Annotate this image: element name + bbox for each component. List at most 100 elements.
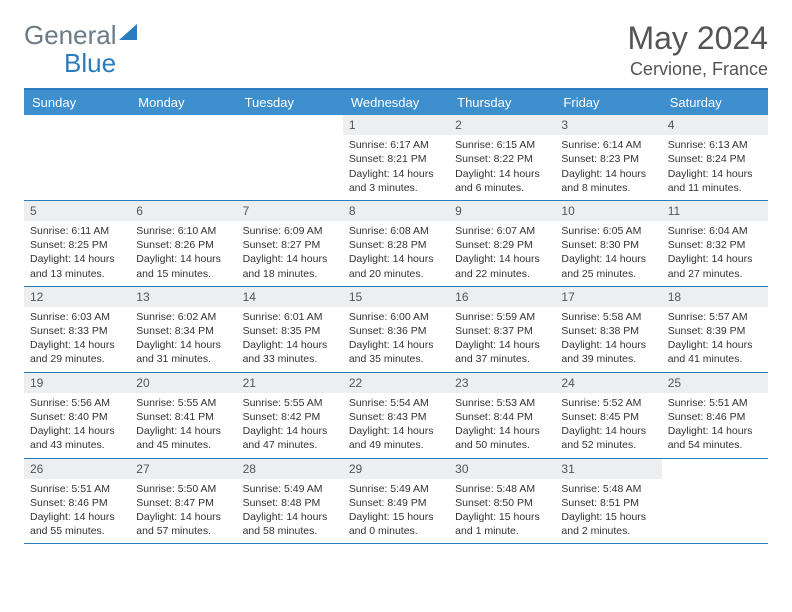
daylight-text: Daylight: 14 hours and 57 minutes. (136, 510, 230, 538)
sunset-text: Sunset: 8:27 PM (243, 238, 337, 252)
day-number: 27 (130, 459, 236, 479)
sunset-text: Sunset: 8:42 PM (243, 410, 337, 424)
day-cell: 27Sunrise: 5:50 AMSunset: 8:47 PMDayligh… (130, 459, 236, 544)
day-number: 20 (130, 373, 236, 393)
day-number: 7 (237, 201, 343, 221)
day-cell: 1Sunrise: 6:17 AMSunset: 8:21 PMDaylight… (343, 115, 449, 200)
day-info: Sunrise: 5:56 AMSunset: 8:40 PMDaylight:… (24, 393, 130, 458)
day-info: Sunrise: 5:55 AMSunset: 8:41 PMDaylight:… (130, 393, 236, 458)
sunset-text: Sunset: 8:47 PM (136, 496, 230, 510)
daylight-text: Daylight: 14 hours and 35 minutes. (349, 338, 443, 366)
sunrise-text: Sunrise: 5:57 AM (668, 310, 762, 324)
day-cell (130, 115, 236, 200)
daylight-text: Daylight: 15 hours and 2 minutes. (561, 510, 655, 538)
sunset-text: Sunset: 8:21 PM (349, 152, 443, 166)
sunrise-text: Sunrise: 6:03 AM (30, 310, 124, 324)
day-info: Sunrise: 6:13 AMSunset: 8:24 PMDaylight:… (662, 135, 768, 200)
calendar: SundayMondayTuesdayWednesdayThursdayFrid… (24, 88, 768, 544)
daylight-text: Daylight: 14 hours and 39 minutes. (561, 338, 655, 366)
day-cell (662, 459, 768, 544)
day-header: Wednesday (343, 90, 449, 115)
sunrise-text: Sunrise: 6:15 AM (455, 138, 549, 152)
day-cell: 7Sunrise: 6:09 AMSunset: 8:27 PMDaylight… (237, 201, 343, 286)
day-cell: 19Sunrise: 5:56 AMSunset: 8:40 PMDayligh… (24, 373, 130, 458)
day-cell: 28Sunrise: 5:49 AMSunset: 8:48 PMDayligh… (237, 459, 343, 544)
day-cell: 16Sunrise: 5:59 AMSunset: 8:37 PMDayligh… (449, 287, 555, 372)
sunrise-text: Sunrise: 5:55 AM (243, 396, 337, 410)
day-info: Sunrise: 5:55 AMSunset: 8:42 PMDaylight:… (237, 393, 343, 458)
day-info: Sunrise: 6:05 AMSunset: 8:30 PMDaylight:… (555, 221, 661, 286)
daylight-text: Daylight: 14 hours and 3 minutes. (349, 167, 443, 195)
day-info: Sunrise: 5:57 AMSunset: 8:39 PMDaylight:… (662, 307, 768, 372)
day-cell: 12Sunrise: 6:03 AMSunset: 8:33 PMDayligh… (24, 287, 130, 372)
logo-text-2: Blue (64, 48, 116, 79)
day-info: Sunrise: 5:48 AMSunset: 8:51 PMDaylight:… (555, 479, 661, 544)
day-number: 11 (662, 201, 768, 221)
sunset-text: Sunset: 8:39 PM (668, 324, 762, 338)
sunrise-text: Sunrise: 5:56 AM (30, 396, 124, 410)
sunset-text: Sunset: 8:37 PM (455, 324, 549, 338)
header: General May 2024 Cervione, France (24, 20, 768, 80)
sunset-text: Sunset: 8:46 PM (30, 496, 124, 510)
daylight-text: Daylight: 15 hours and 0 minutes. (349, 510, 443, 538)
sunset-text: Sunset: 8:34 PM (136, 324, 230, 338)
sunset-text: Sunset: 8:46 PM (668, 410, 762, 424)
week-row: 26Sunrise: 5:51 AMSunset: 8:46 PMDayligh… (24, 459, 768, 545)
sunset-text: Sunset: 8:30 PM (561, 238, 655, 252)
location: Cervione, France (627, 59, 768, 80)
sunset-text: Sunset: 8:49 PM (349, 496, 443, 510)
month-title: May 2024 (627, 20, 768, 57)
day-info: Sunrise: 5:50 AMSunset: 8:47 PMDaylight:… (130, 479, 236, 544)
day-number: 28 (237, 459, 343, 479)
sunrise-text: Sunrise: 6:01 AM (243, 310, 337, 324)
daylight-text: Daylight: 14 hours and 43 minutes. (30, 424, 124, 452)
day-number: 22 (343, 373, 449, 393)
sunrise-text: Sunrise: 6:02 AM (136, 310, 230, 324)
day-cell: 18Sunrise: 5:57 AMSunset: 8:39 PMDayligh… (662, 287, 768, 372)
sunrise-text: Sunrise: 6:08 AM (349, 224, 443, 238)
sunrise-text: Sunrise: 5:51 AM (668, 396, 762, 410)
day-info: Sunrise: 5:51 AMSunset: 8:46 PMDaylight:… (24, 479, 130, 544)
day-info: Sunrise: 6:08 AMSunset: 8:28 PMDaylight:… (343, 221, 449, 286)
daylight-text: Daylight: 15 hours and 1 minute. (455, 510, 549, 538)
sunset-text: Sunset: 8:33 PM (30, 324, 124, 338)
day-info: Sunrise: 6:07 AMSunset: 8:29 PMDaylight:… (449, 221, 555, 286)
day-cell: 30Sunrise: 5:48 AMSunset: 8:50 PMDayligh… (449, 459, 555, 544)
day-info: Sunrise: 5:51 AMSunset: 8:46 PMDaylight:… (662, 393, 768, 458)
day-header: Monday (130, 90, 236, 115)
day-cell (24, 115, 130, 200)
day-info: Sunrise: 6:04 AMSunset: 8:32 PMDaylight:… (662, 221, 768, 286)
sunrise-text: Sunrise: 6:10 AM (136, 224, 230, 238)
day-number: 31 (555, 459, 661, 479)
day-number: 18 (662, 287, 768, 307)
sunset-text: Sunset: 8:24 PM (668, 152, 762, 166)
day-number: 19 (24, 373, 130, 393)
day-info: Sunrise: 6:10 AMSunset: 8:26 PMDaylight:… (130, 221, 236, 286)
sunrise-text: Sunrise: 5:58 AM (561, 310, 655, 324)
day-info: Sunrise: 5:49 AMSunset: 8:48 PMDaylight:… (237, 479, 343, 544)
sunset-text: Sunset: 8:43 PM (349, 410, 443, 424)
daylight-text: Daylight: 14 hours and 22 minutes. (455, 252, 549, 280)
day-info: Sunrise: 5:58 AMSunset: 8:38 PMDaylight:… (555, 307, 661, 372)
sunset-text: Sunset: 8:29 PM (455, 238, 549, 252)
sunrise-text: Sunrise: 5:52 AM (561, 396, 655, 410)
day-info: Sunrise: 5:53 AMSunset: 8:44 PMDaylight:… (449, 393, 555, 458)
sunset-text: Sunset: 8:51 PM (561, 496, 655, 510)
day-cell: 21Sunrise: 5:55 AMSunset: 8:42 PMDayligh… (237, 373, 343, 458)
day-info: Sunrise: 5:49 AMSunset: 8:49 PMDaylight:… (343, 479, 449, 544)
daylight-text: Daylight: 14 hours and 47 minutes. (243, 424, 337, 452)
day-info: Sunrise: 6:17 AMSunset: 8:21 PMDaylight:… (343, 135, 449, 200)
day-cell: 11Sunrise: 6:04 AMSunset: 8:32 PMDayligh… (662, 201, 768, 286)
day-number: 21 (237, 373, 343, 393)
daylight-text: Daylight: 14 hours and 11 minutes. (668, 167, 762, 195)
day-cell (237, 115, 343, 200)
sunrise-text: Sunrise: 6:09 AM (243, 224, 337, 238)
day-cell: 22Sunrise: 5:54 AMSunset: 8:43 PMDayligh… (343, 373, 449, 458)
daylight-text: Daylight: 14 hours and 6 minutes. (455, 167, 549, 195)
day-number: 6 (130, 201, 236, 221)
day-number: 17 (555, 287, 661, 307)
day-info: Sunrise: 5:54 AMSunset: 8:43 PMDaylight:… (343, 393, 449, 458)
day-number: 9 (449, 201, 555, 221)
title-block: May 2024 Cervione, France (627, 20, 768, 80)
day-number: 29 (343, 459, 449, 479)
